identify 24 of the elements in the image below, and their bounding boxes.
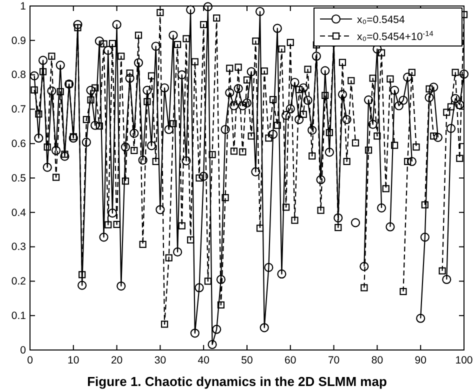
y-tick-label: 0.6 (11, 138, 26, 150)
x-tick-label: 60 (284, 354, 296, 366)
y-tick-label: 0.7 (11, 104, 26, 116)
y-tick-label: 0.4 (11, 206, 26, 219)
y-tick-label: 0.9 (11, 34, 26, 47)
legend-label: x₀=0.5454+10$^{-14}$ (357, 28, 434, 43)
x-tick-label: 100 (455, 354, 473, 366)
x-tick-label: 90 (414, 354, 427, 366)
legend-label: x₀=0.5454 (357, 14, 406, 26)
x-tick-label: 50 (241, 354, 253, 366)
y-tick-label: 1 (20, 0, 26, 12)
x-tick-label: 40 (198, 354, 210, 366)
y-tick-label: 0.5 (11, 172, 26, 184)
x-tick-label: 10 (68, 354, 80, 366)
x-tick-label: 20 (110, 354, 123, 366)
x-tick-label: 30 (154, 354, 166, 366)
y-tick-label: 0.8 (11, 69, 26, 82)
x-tick-label: 70 (328, 354, 340, 366)
text: Figure 1. Chaotic dynamics in the 2D SLMM map (87, 374, 387, 389)
y-tick-label: 0.2 (11, 276, 26, 288)
y-tick-label: 0 (20, 344, 26, 356)
y-tick-label: 0.3 (11, 241, 26, 254)
y-tick-label: 0.1 (11, 310, 26, 322)
x-tick-label: 80 (371, 354, 384, 366)
